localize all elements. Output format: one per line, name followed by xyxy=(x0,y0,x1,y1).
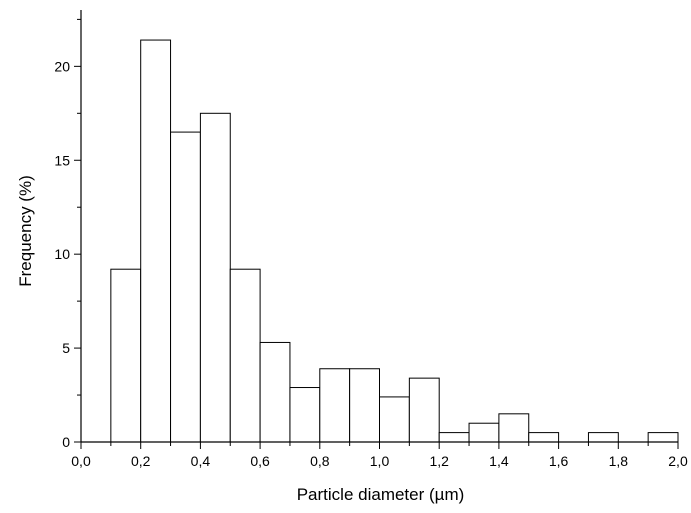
histogram-bar xyxy=(259,341,291,443)
histogram-bar xyxy=(349,368,380,443)
histogram-bar xyxy=(468,422,500,443)
histogram-bars xyxy=(110,39,679,443)
histogram-bar xyxy=(498,413,530,443)
x-axis-ticks: 0,0 0,2 0,4 0,6 0,8 1,0 1,2 1,4 1,6 1,8 2,0 xyxy=(71,442,688,469)
y-tick-label: 0 xyxy=(62,434,70,450)
histogram-bar xyxy=(647,432,679,443)
x-axis-title: Particle diameter (µm) xyxy=(297,485,465,504)
x-tick-label: 0,8 xyxy=(310,453,330,469)
x-tick-label: 1,0 xyxy=(370,453,390,469)
histogram-bar xyxy=(379,396,410,443)
histogram-bar xyxy=(110,268,142,443)
histogram-bar xyxy=(229,268,261,443)
y-tick-label: 5 xyxy=(62,340,70,356)
x-tick-label: 0,6 xyxy=(250,453,270,469)
x-tick-label: 1,4 xyxy=(489,453,509,469)
histogram-bar xyxy=(319,368,351,443)
x-tick-label: 0,2 xyxy=(131,453,151,469)
y-tick-label: 15 xyxy=(54,152,70,168)
histogram-bar xyxy=(199,112,231,443)
x-tick-label: 1,8 xyxy=(609,453,629,469)
x-tick-label: 0,0 xyxy=(71,453,91,469)
y-tick-label: 20 xyxy=(54,58,70,74)
x-tick-label: 0,4 xyxy=(191,453,211,469)
histogram-bar xyxy=(587,432,619,443)
y-tick-label: 10 xyxy=(54,246,70,262)
x-tick-label: 1,2 xyxy=(429,453,449,469)
y-axis-title: Frequency (%) xyxy=(16,175,35,286)
y-axis-ticks: 0 5 10 15 20 xyxy=(54,18,81,450)
histogram-bar xyxy=(408,377,440,443)
histogram-bar xyxy=(528,432,560,443)
histogram-bar xyxy=(289,387,321,443)
histogram-bar xyxy=(140,39,172,443)
x-tick-label: 2,0 xyxy=(668,453,688,469)
histogram-bar xyxy=(170,131,201,443)
x-tick-label: 1,6 xyxy=(549,453,569,469)
histogram-bar xyxy=(438,432,470,443)
